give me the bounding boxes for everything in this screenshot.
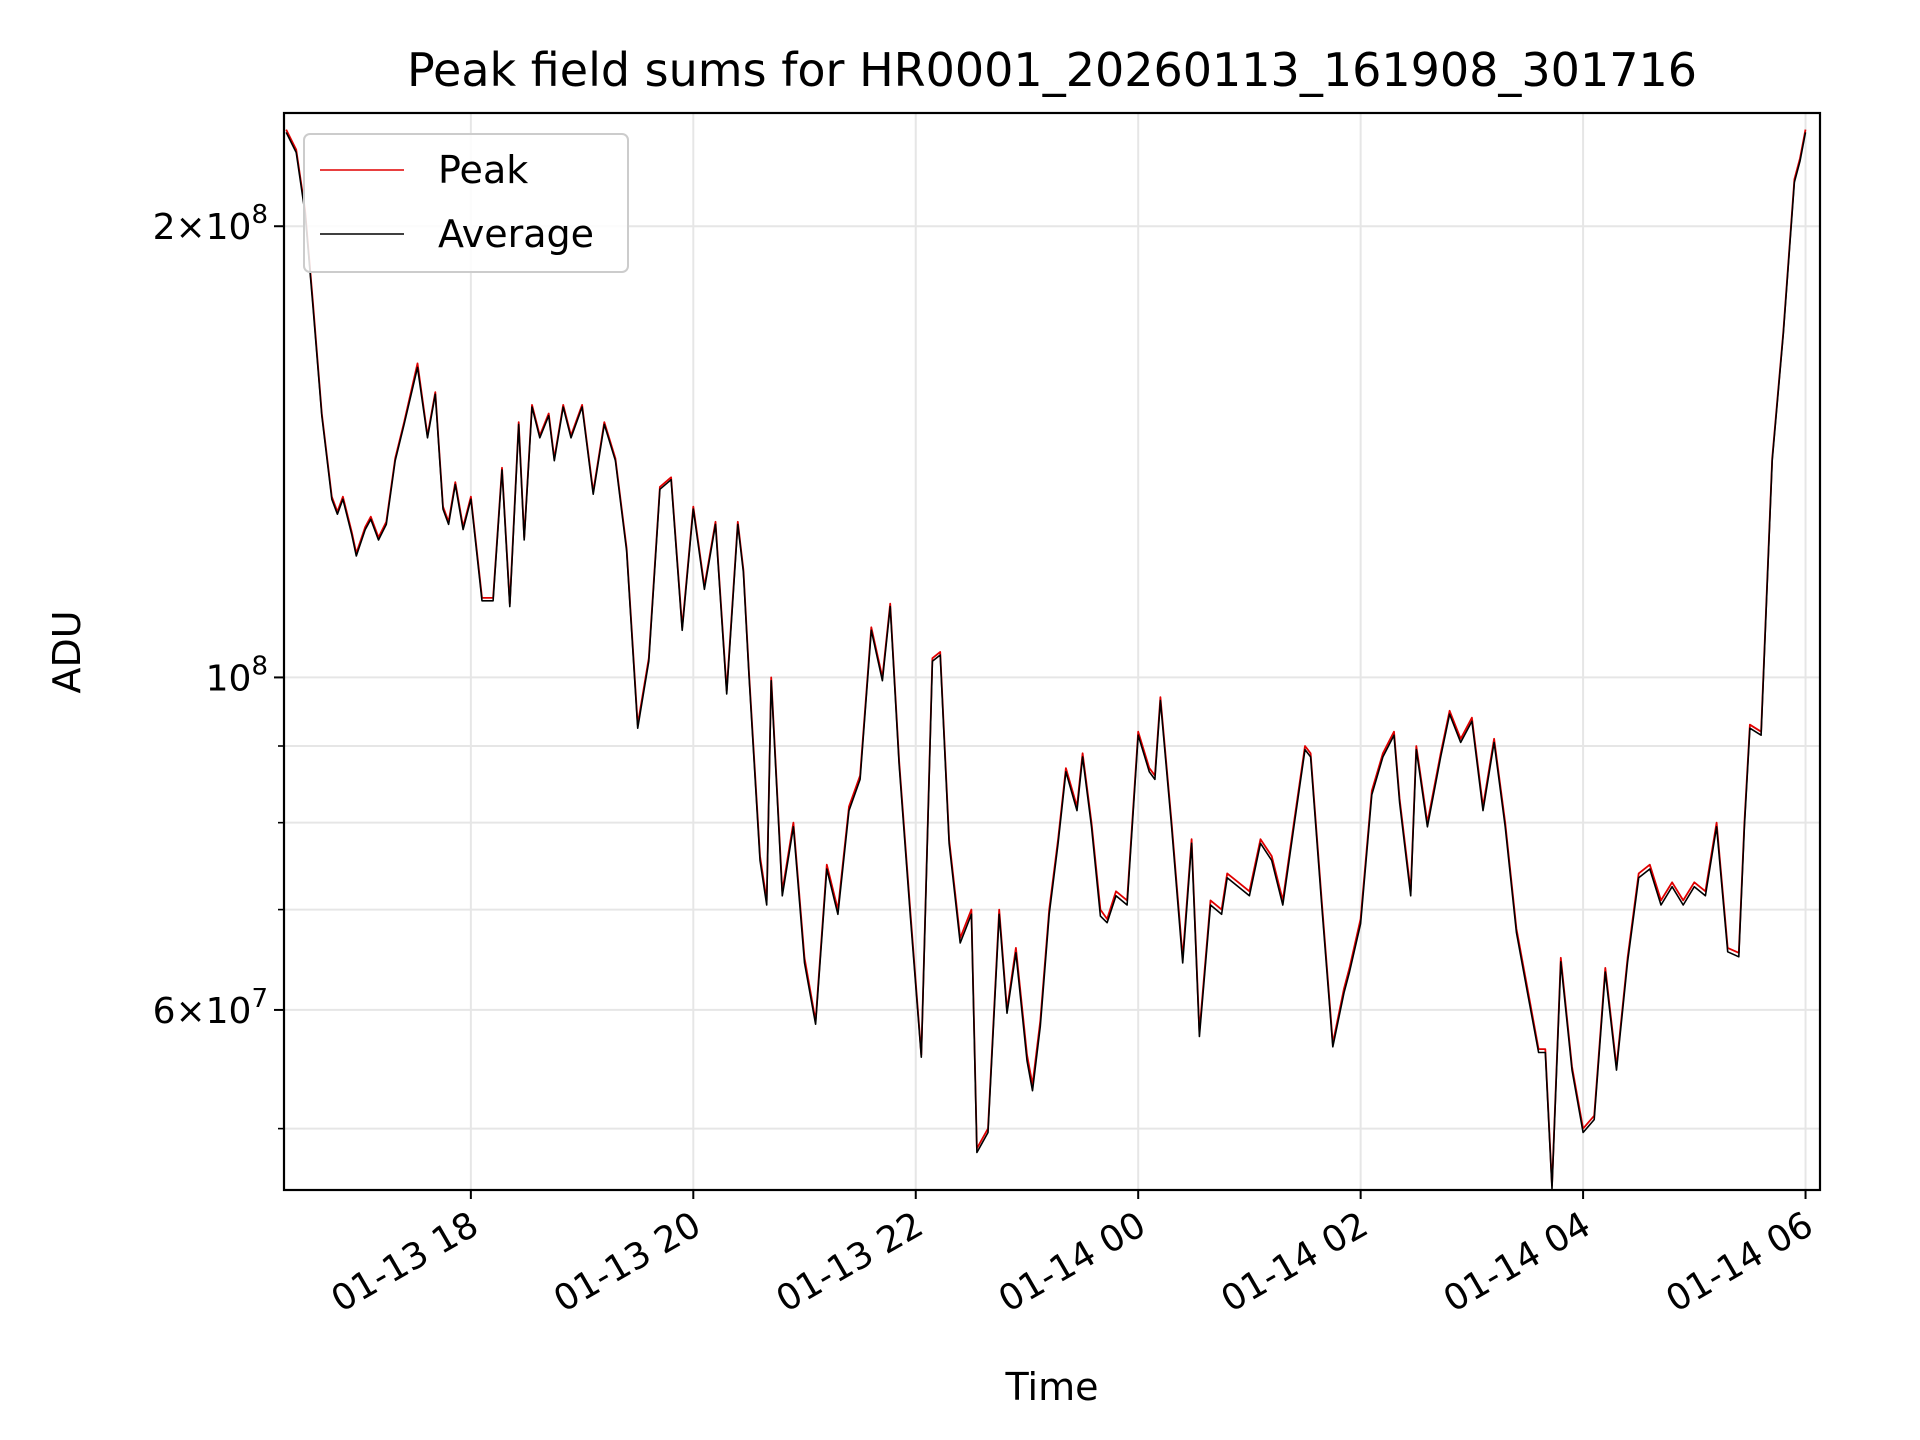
y-tick-label: 108 [206,651,268,699]
grid-lines [284,113,1820,1190]
series-lines [285,129,1807,1190]
plot-frame [282,111,1822,1192]
legend-box [303,133,629,273]
legend: Peak Average [303,133,629,273]
y-tick-label: 2×108 [153,200,268,248]
y-axis-label: ADU [45,610,89,693]
y-axis-ticks: 6×107 108 2×108 [153,200,284,1130]
x-axis-label: Time [1005,1365,1099,1409]
chart-title: Peak field sums for HR0001_20260113_1619… [407,43,1697,97]
y-tick-label: 6×107 [153,984,268,1032]
legend-label-average: Average [438,212,594,256]
legend-label-peak: Peak [438,148,528,192]
series-line-average [285,132,1807,1190]
